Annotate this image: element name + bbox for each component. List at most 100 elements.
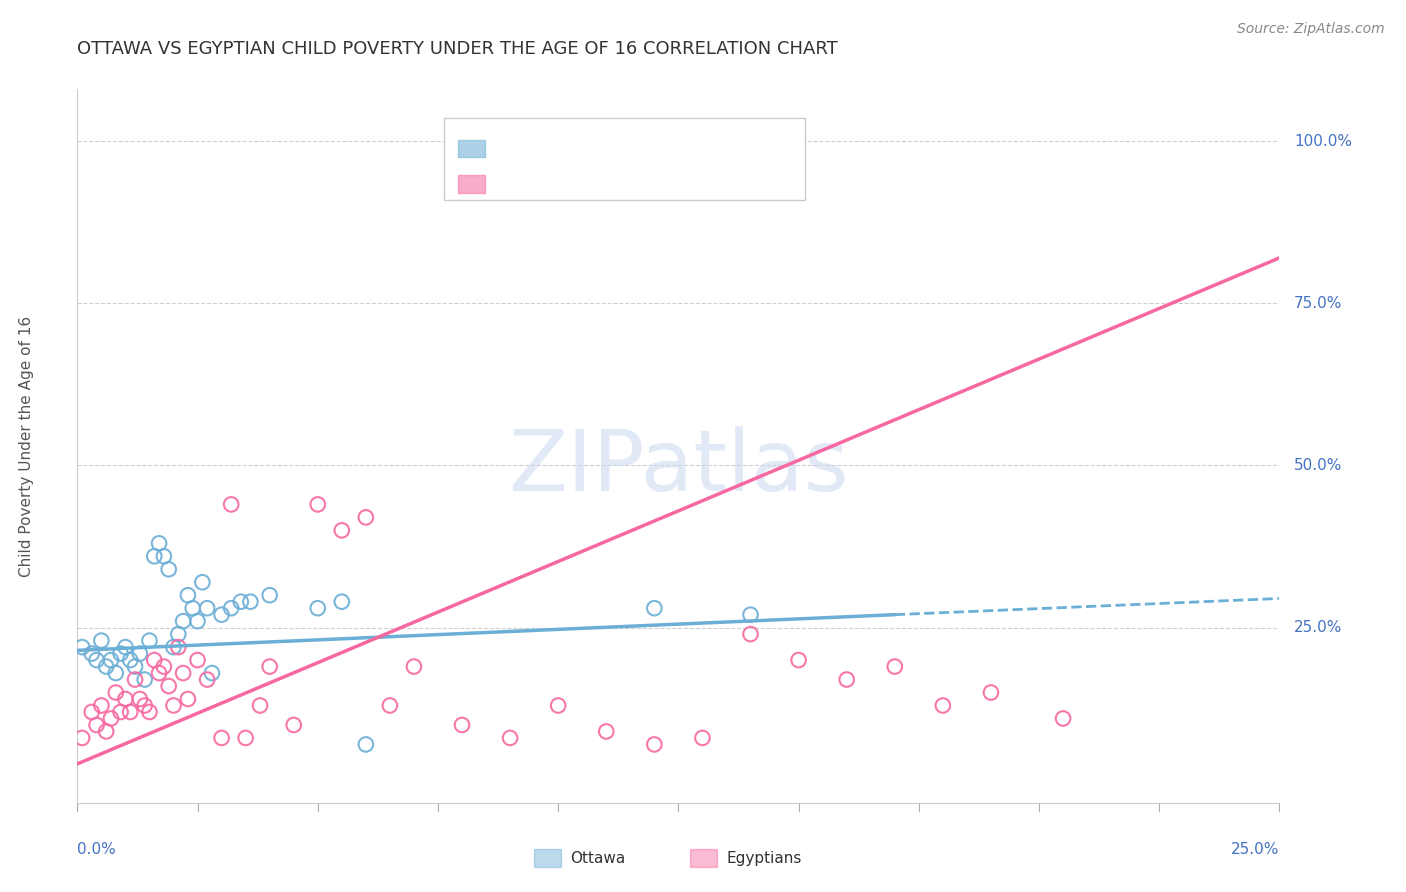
Text: 50.0%: 50.0% xyxy=(1294,458,1343,473)
Point xyxy=(153,549,176,564)
Point xyxy=(100,711,122,725)
Point xyxy=(740,627,762,641)
Point xyxy=(219,601,242,615)
Point xyxy=(100,653,122,667)
Text: 75.0%: 75.0% xyxy=(1294,296,1343,310)
Point xyxy=(157,562,180,576)
Point xyxy=(1052,711,1074,725)
Point xyxy=(120,705,142,719)
Point xyxy=(177,692,200,706)
Point xyxy=(249,698,271,713)
Text: R =: R = xyxy=(499,166,536,184)
Text: 100.0%: 100.0% xyxy=(1294,134,1353,149)
Text: N =: N = xyxy=(612,130,648,148)
Text: N =: N = xyxy=(612,166,648,184)
Point xyxy=(330,524,353,538)
Point xyxy=(124,673,146,687)
Point xyxy=(547,698,569,713)
Point xyxy=(307,497,329,511)
Point xyxy=(143,549,166,564)
Point xyxy=(211,607,233,622)
Text: 49: 49 xyxy=(647,166,671,184)
Text: 0.148: 0.148 xyxy=(536,130,588,148)
Point xyxy=(162,698,184,713)
Point xyxy=(239,595,262,609)
Point xyxy=(201,666,224,681)
Point xyxy=(643,738,665,752)
Point xyxy=(120,653,142,667)
Text: 25.0%: 25.0% xyxy=(1232,842,1279,857)
Point xyxy=(211,731,233,745)
Point xyxy=(191,575,214,590)
Point xyxy=(128,647,150,661)
Point xyxy=(157,679,180,693)
FancyBboxPatch shape xyxy=(690,849,717,867)
Point xyxy=(835,673,858,687)
Point xyxy=(96,724,118,739)
Point xyxy=(80,647,103,661)
Point xyxy=(172,666,194,681)
Point xyxy=(402,659,425,673)
FancyBboxPatch shape xyxy=(534,849,561,867)
Point xyxy=(259,588,281,602)
Text: ZIPatlas: ZIPatlas xyxy=(508,425,849,509)
Text: Child Poverty Under the Age of 16: Child Poverty Under the Age of 16 xyxy=(20,316,34,576)
Text: 37: 37 xyxy=(647,130,671,148)
Point xyxy=(692,731,714,745)
Point xyxy=(86,718,108,732)
Point xyxy=(104,685,127,699)
Point xyxy=(134,698,156,713)
Point xyxy=(90,698,112,713)
Point xyxy=(499,731,522,745)
Point xyxy=(229,595,252,609)
Point xyxy=(177,588,200,602)
Text: OTTAWA VS EGYPTIAN CHILD POVERTY UNDER THE AGE OF 16 CORRELATION CHART: OTTAWA VS EGYPTIAN CHILD POVERTY UNDER T… xyxy=(77,40,838,58)
Point xyxy=(354,510,377,524)
Point xyxy=(451,718,474,732)
Point xyxy=(378,698,401,713)
Point xyxy=(114,692,136,706)
Point xyxy=(104,666,127,681)
Point xyxy=(186,614,209,628)
Point xyxy=(80,705,103,719)
Text: 0.711: 0.711 xyxy=(536,166,588,184)
Point xyxy=(148,536,170,550)
Point xyxy=(124,659,146,673)
Point xyxy=(259,659,281,673)
Point xyxy=(110,705,132,719)
FancyBboxPatch shape xyxy=(458,140,485,157)
Point xyxy=(148,666,170,681)
Point xyxy=(110,647,132,661)
Point xyxy=(195,601,218,615)
Point xyxy=(235,731,257,745)
Point xyxy=(70,640,93,654)
Point xyxy=(883,659,905,673)
Text: R =: R = xyxy=(499,130,536,148)
Point xyxy=(167,627,190,641)
Point xyxy=(195,673,218,687)
Point xyxy=(114,640,136,654)
Point xyxy=(70,731,93,745)
Point xyxy=(138,705,160,719)
Point xyxy=(740,607,762,622)
Point xyxy=(172,614,194,628)
Point xyxy=(96,659,118,673)
Point xyxy=(138,633,160,648)
Point xyxy=(128,692,150,706)
Point xyxy=(143,653,166,667)
Point xyxy=(167,640,190,654)
Point xyxy=(307,601,329,615)
Point xyxy=(181,601,204,615)
Point xyxy=(330,595,353,609)
Point xyxy=(980,685,1002,699)
Text: 25.0%: 25.0% xyxy=(1294,620,1343,635)
Point xyxy=(787,653,810,667)
Point xyxy=(186,653,209,667)
Point xyxy=(643,601,665,615)
Point xyxy=(354,738,377,752)
Point xyxy=(162,640,184,654)
FancyBboxPatch shape xyxy=(444,118,804,200)
Text: Ottawa: Ottawa xyxy=(571,851,626,866)
Point xyxy=(153,659,176,673)
FancyBboxPatch shape xyxy=(458,176,485,193)
